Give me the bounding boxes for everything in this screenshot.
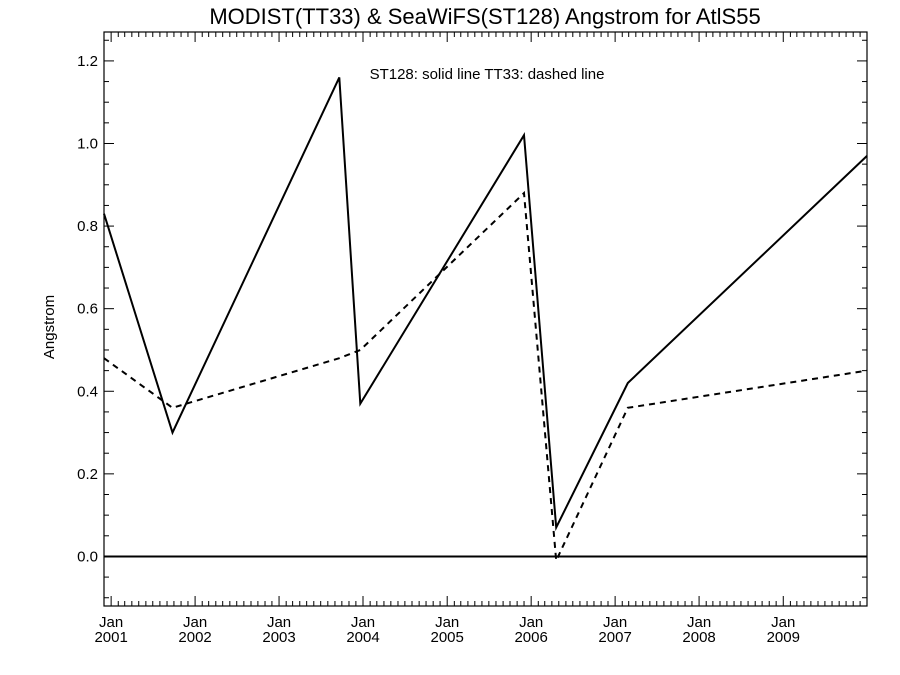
- y-tick-label: 0.6: [77, 301, 98, 318]
- plot-frame: [103, 31, 868, 607]
- series-line-tt33: [103, 190, 868, 565]
- x-tick-year: 2004: [346, 629, 379, 646]
- x-tick-month: Jan: [99, 614, 123, 631]
- x-tick-month: Jan: [519, 614, 543, 631]
- x-tick-month: Jan: [183, 614, 207, 631]
- x-tick-month: Jan: [603, 614, 627, 631]
- x-tick-year: 2005: [431, 629, 464, 646]
- x-tick-year: 2003: [262, 629, 295, 646]
- x-tick-month: Jan: [687, 614, 711, 631]
- series-line-st128: [103, 76, 868, 532]
- y-tick-label: 1.2: [77, 53, 98, 70]
- x-tick-year: 2002: [178, 629, 211, 646]
- x-tick-year: 2001: [94, 629, 127, 646]
- y-tick-label: 0.4: [77, 383, 98, 400]
- x-tick-month: Jan: [267, 614, 291, 631]
- series-style-note: ST128: solid line TT33: dashed line: [370, 66, 605, 83]
- x-tick-month: Jan: [435, 614, 459, 631]
- x-tick-year: 2007: [598, 629, 631, 646]
- y-axis-label: Angstrom: [41, 295, 58, 359]
- x-tick-year: 2006: [514, 629, 547, 646]
- y-tick-label: 0.0: [77, 548, 98, 565]
- x-tick-month: Jan: [771, 614, 795, 631]
- tick-layer: 0.00.20.40.60.81.01.2Jan2001Jan2002Jan20…: [77, 32, 867, 646]
- y-tick-label: 0.2: [77, 466, 98, 483]
- y-tick-label: 1.0: [77, 135, 98, 152]
- y-tick-label: 0.8: [77, 218, 98, 235]
- x-tick-year: 2008: [682, 629, 715, 646]
- chart-title: MODIST(TT33) & SeaWiFS(ST128) Angstrom f…: [209, 4, 760, 29]
- x-tick-year: 2009: [767, 629, 800, 646]
- series-layer: [103, 76, 868, 565]
- x-tick-month: Jan: [351, 614, 375, 631]
